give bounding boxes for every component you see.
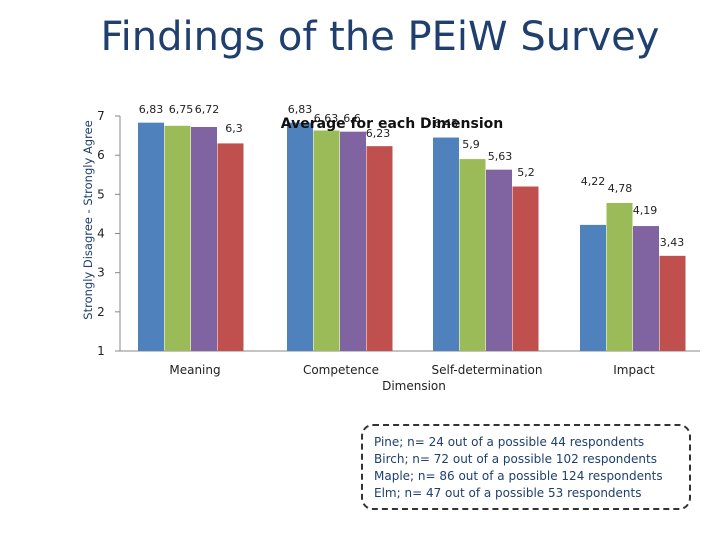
data-label: 5,9: [462, 138, 480, 151]
y-tick-label: 7: [97, 109, 105, 123]
data-label: 4,19: [633, 204, 658, 217]
bar: [217, 143, 244, 351]
legend-note-elm: Elm; n= 47 out of a possible 53 responde…: [374, 486, 642, 500]
legend-note-birch: Birch; n= 72 out of a possible 102 respo…: [374, 452, 657, 466]
x-axis-label: Dimension: [382, 379, 446, 393]
bar: [340, 131, 366, 351]
data-label: 6,72: [195, 103, 220, 116]
data-label: 4,22: [581, 175, 606, 188]
bar: [191, 126, 217, 351]
bar: [606, 202, 633, 351]
bar: [486, 169, 512, 351]
data-label: 6,45: [434, 117, 459, 130]
slide-title: Findings of the PEiW Survey: [100, 14, 660, 60]
x-tick-label: Impact: [613, 363, 655, 377]
data-label: 4,78: [608, 182, 633, 195]
data-label: 6,23: [366, 127, 391, 140]
bar: [633, 226, 659, 351]
y-tick-label: 5: [97, 187, 105, 201]
bar: [512, 186, 539, 351]
y-tick-label: 2: [97, 305, 105, 319]
bar: [366, 146, 393, 351]
y-tick-label: 3: [97, 266, 105, 280]
data-label: 3,43: [660, 236, 685, 249]
bar: [459, 159, 486, 351]
data-label: 5,2: [517, 166, 535, 179]
x-tick-label: Self-determination: [431, 363, 542, 377]
data-label: 6,3: [225, 122, 243, 135]
x-tick-label: Meaning: [169, 363, 220, 377]
data-label: 6,63: [314, 112, 339, 125]
y-tick-label: 1: [97, 344, 105, 358]
y-tick-label: 4: [97, 227, 105, 241]
legend-note-pine: Pine; n= 24 out of a possible 44 respond…: [374, 435, 645, 449]
data-label: 6,83: [288, 103, 313, 116]
bar: [313, 130, 340, 351]
respondent-legend: Pine; n= 24 out of a possible 44 respond…: [361, 424, 691, 510]
chart-title: Average for each Dimension: [281, 116, 503, 132]
bar: [433, 137, 459, 351]
legend-note-maple: Maple; n= 86 out of a possible 124 respo…: [374, 469, 663, 483]
data-label: 6,83: [139, 103, 164, 116]
data-label: 5,63: [488, 150, 513, 163]
y-tick-label: 6: [97, 148, 105, 162]
bar: [287, 122, 313, 352]
bar: [659, 255, 686, 351]
data-label: 6,75: [169, 103, 194, 116]
y-axis-label: Strongly Disagree - Strongly Agree: [81, 120, 95, 319]
bar: [580, 224, 606, 351]
bar: [164, 125, 191, 352]
bar: [138, 122, 164, 352]
data-label: 6,6: [343, 112, 361, 125]
x-tick-label: Competence: [303, 363, 379, 377]
